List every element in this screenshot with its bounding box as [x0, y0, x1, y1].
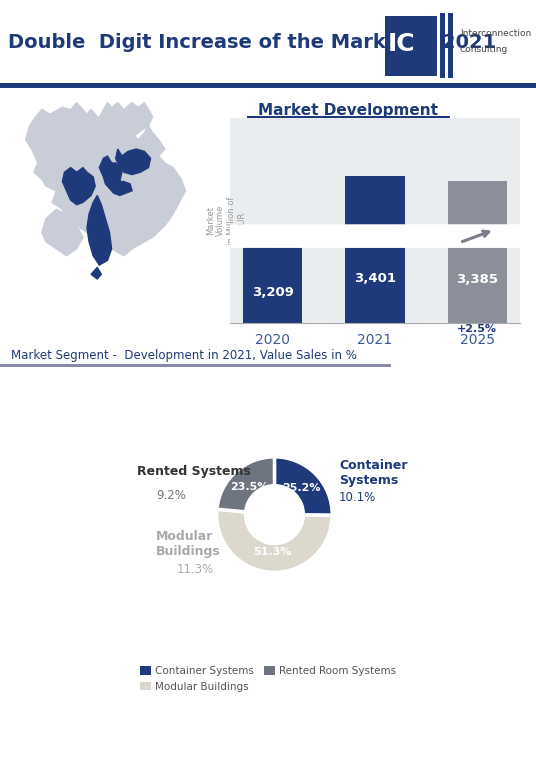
Text: 25.2%: 25.2%: [282, 483, 321, 493]
Text: 51.3%: 51.3%: [253, 547, 292, 557]
Polygon shape: [97, 103, 153, 144]
Text: 11.3%: 11.3%: [176, 563, 213, 576]
Bar: [448, 181, 507, 779]
Polygon shape: [26, 103, 185, 256]
Bar: [247, 117, 450, 119]
Polygon shape: [116, 149, 151, 174]
Polygon shape: [109, 182, 132, 196]
Text: Rented Systems: Rented Systems: [137, 465, 251, 478]
Polygon shape: [42, 210, 83, 256]
Bar: [243, 232, 302, 779]
Polygon shape: [91, 267, 101, 279]
Wedge shape: [274, 456, 332, 516]
Text: Container
Systems: Container Systems: [339, 459, 408, 487]
Bar: [440, 13, 445, 78]
Text: Double  Digit Increase of the Market in 2021: Double Digit Increase of the Market in 2…: [8, 33, 496, 51]
Text: 3,385: 3,385: [456, 273, 498, 286]
Text: 23.5%: 23.5%: [230, 482, 269, 492]
Text: Consulting: Consulting: [460, 45, 508, 55]
Legend: Container Systems, Modular Buildings, Rented Room Systems: Container Systems, Modular Buildings, Re…: [136, 662, 400, 696]
Text: Modular
Buildings: Modular Buildings: [156, 530, 221, 558]
Bar: [448, 13, 453, 78]
Bar: [0, 83, 536, 88]
Circle shape: [0, 225, 536, 247]
Text: 9.2%: 9.2%: [156, 489, 186, 502]
Y-axis label: Market
Volume
in Million of
EUR: Market Volume in Million of EUR: [206, 196, 246, 245]
Text: 10.1%: 10.1%: [339, 491, 376, 504]
Text: Market Segment -  Development in 2021, Value Sales in %: Market Segment - Development in 2021, Va…: [11, 349, 356, 362]
Bar: [0, 365, 391, 368]
Bar: [345, 176, 405, 779]
Bar: [385, 16, 437, 76]
Polygon shape: [50, 132, 77, 163]
Polygon shape: [99, 156, 122, 189]
Wedge shape: [217, 509, 332, 573]
Text: IC: IC: [388, 32, 415, 56]
Polygon shape: [62, 167, 95, 205]
Text: 3,209: 3,209: [252, 286, 294, 299]
Text: Interconnection: Interconnection: [460, 30, 531, 38]
Polygon shape: [87, 196, 111, 265]
Text: Market Development: Market Development: [258, 103, 438, 118]
Text: 3,401: 3,401: [354, 272, 396, 285]
Text: +2.5%: +2.5%: [457, 325, 497, 334]
Text: Quelle: IC Market-Tracking©Containers and Modular Buildings 2022
Interconnection: Quelle: IC Market-Tracking©Containers an…: [99, 720, 437, 761]
Wedge shape: [217, 456, 274, 512]
